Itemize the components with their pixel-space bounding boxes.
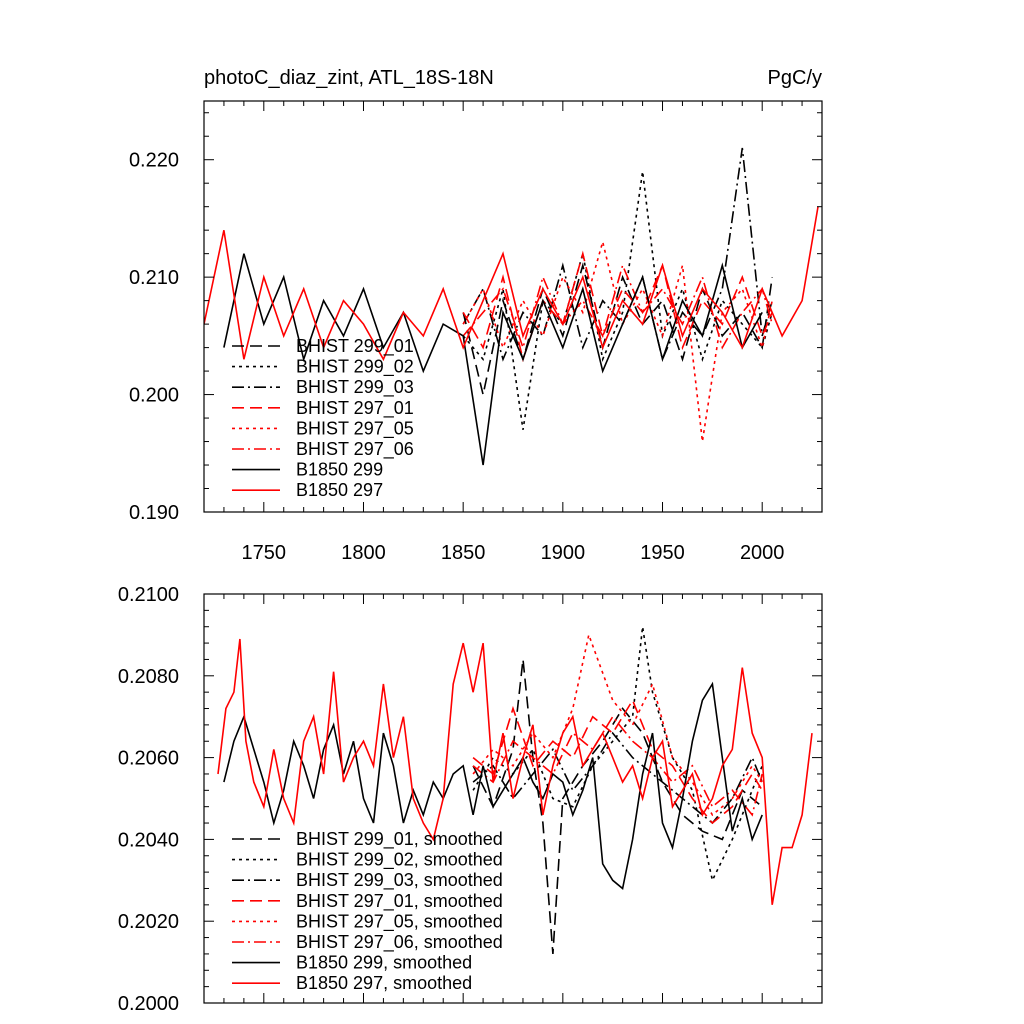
bottom-series-bhist-299-02-smoothed xyxy=(472,626,763,883)
top-x-tick-label: 1750 xyxy=(242,542,287,564)
top-panel: photoC_diaz_zint, ATL_18S-18N PgC/y 1750… xyxy=(129,67,823,564)
bottom-y-tick-label: 0.2020 xyxy=(118,911,179,933)
top-x-tick-label: 1950 xyxy=(640,542,685,564)
top-legend-label-bhist-299-02: BHIST 299_02 xyxy=(296,357,414,378)
top-x-tick-label: 1800 xyxy=(341,542,386,564)
bottom-legend-label-bhist-299-01-smoothed: BHIST 299_01, smoothed xyxy=(296,829,503,850)
top-legend-label-bhist-297-05: BHIST 297_05 xyxy=(296,418,414,439)
top-legend-label-b1850-297: B1850 297 xyxy=(296,480,383,500)
bottom-legend-label-bhist-299-02-smoothed: BHIST 299_02, smoothed xyxy=(296,850,503,871)
bottom-legend-label-bhist-299-03-smoothed: BHIST 299_03, smoothed xyxy=(296,870,503,891)
bottom-series-b1850-299-smoothed xyxy=(223,681,763,890)
top-series-bhist-299-01 xyxy=(462,262,773,395)
top-legend-label-bhist-299-01: BHIST 299_01 xyxy=(296,336,414,357)
top-y-tick-label: 0.190 xyxy=(129,502,179,524)
top-legend-label-bhist-297-01: BHIST 297_01 xyxy=(296,398,414,419)
bottom-legend-label-bhist-297-01-smoothed: BHIST 297_01, smoothed xyxy=(296,891,503,912)
bottom-y-tick-label: 0.2000 xyxy=(118,993,179,1015)
top-plot-frame xyxy=(203,100,823,513)
top-series-b1850-297 xyxy=(204,206,819,362)
bottom-y-tick-label: 0.2060 xyxy=(118,748,179,770)
top-y-tick-label: 0.210 xyxy=(129,267,179,289)
top-series-b1850-299 xyxy=(223,253,763,466)
bottom-series-bhist-297-05-smoothed xyxy=(472,632,763,817)
bottom-series-b1850-297-smoothed xyxy=(217,638,813,905)
bottom-panel: 0.2000 0.2020 0.2040 0.2060 0.2080 0.2100 BHIS… xyxy=(118,584,823,1015)
bottom-y-tick-label: 0.2100 xyxy=(118,584,179,606)
top-legend-label-b1850-299: B1850 299 xyxy=(296,460,383,480)
top-x-tick-label: 1900 xyxy=(541,542,586,564)
top-panel-title: photoC_diaz_zint, ATL_18S-18N xyxy=(204,67,494,89)
bottom-legend-label-bhist-297-06-smoothed: BHIST 297_06, smoothed xyxy=(296,932,503,953)
bottom-y-tick-label: 0.2080 xyxy=(118,666,179,688)
top-series-bhist-297-01 xyxy=(462,250,773,363)
bottom-series-bhist-299-03-smoothed xyxy=(472,731,763,825)
bottom-plot-frame xyxy=(203,593,823,1004)
bottom-series-bhist-299-01-smoothed xyxy=(472,659,763,954)
bottom-legend-label-bhist-297-05-smoothed: BHIST 297_05, smoothed xyxy=(296,911,503,932)
top-y-tick-label: 0.200 xyxy=(129,385,179,407)
bottom-legend-label-b1850-299-smoothed: B1850 299, smoothed xyxy=(296,953,472,973)
top-panel-units: PgC/y xyxy=(768,67,822,89)
bottom-legend-label-b1850-297-smoothed: B1850 297, smoothed xyxy=(296,973,472,993)
bottom-y-tick-label: 0.2040 xyxy=(118,829,179,851)
top-x-tick-label: 2000 xyxy=(740,542,785,564)
top-legend-label-bhist-297-06: BHIST 297_06 xyxy=(296,439,414,460)
top-legend-label-bhist-299-03: BHIST 299_03 xyxy=(296,377,414,398)
bottom-series-bhist-297-06-smoothed xyxy=(472,715,763,817)
top-x-tick-label: 1850 xyxy=(441,542,486,564)
top-y-tick-label: 0.220 xyxy=(129,150,179,172)
